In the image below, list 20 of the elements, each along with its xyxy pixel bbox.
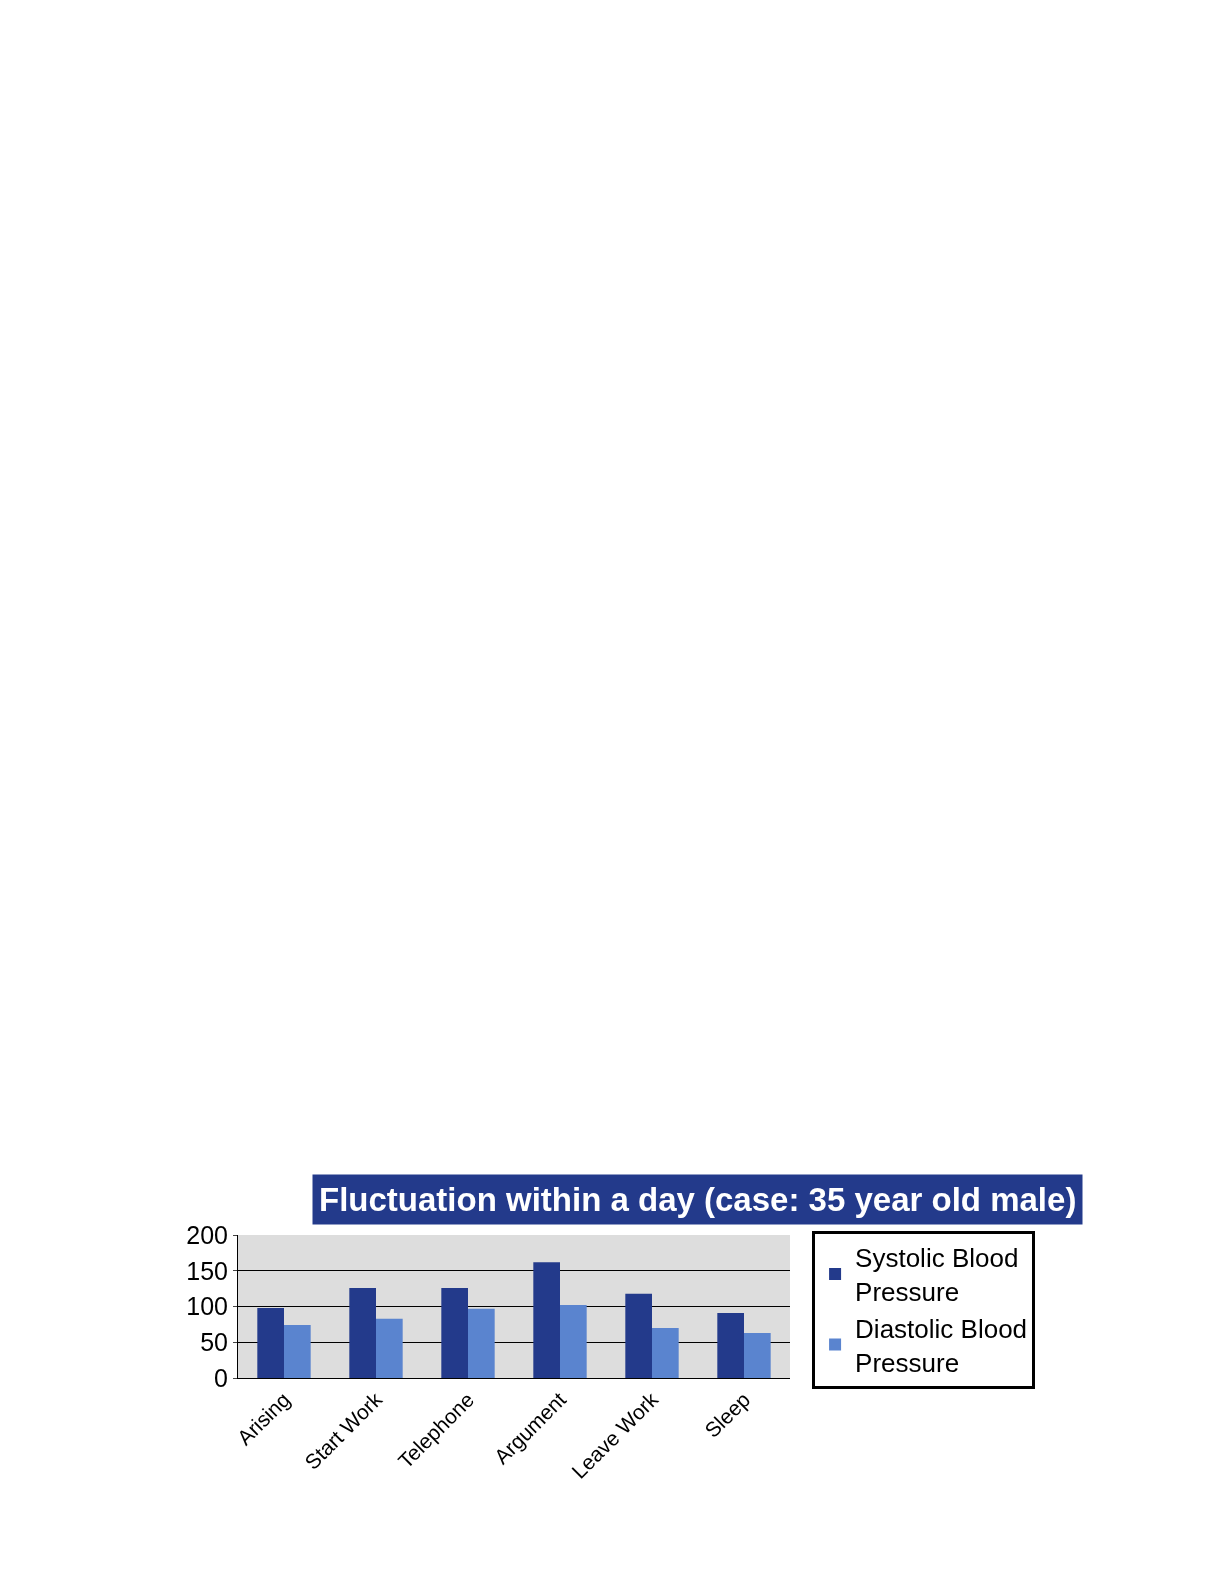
chart-title: Fluctuation within a day (case: 35 year old male): [319, 1181, 1077, 1218]
bar: [349, 1287, 376, 1378]
legend-label: Diastolic Blood Pressure: [855, 1313, 1028, 1378]
legend-label: Systolic Blood Pressure: [855, 1243, 1019, 1308]
bar: [652, 1327, 679, 1378]
bar: [560, 1305, 587, 1378]
bar: [625, 1293, 652, 1378]
bar: [717, 1312, 744, 1378]
bar: [284, 1325, 311, 1378]
y-tick-label: 100: [186, 1292, 228, 1321]
y-tick-label: 200: [186, 1220, 228, 1249]
bar: [744, 1332, 771, 1378]
y-tick-label: 50: [200, 1328, 228, 1356]
bar: [468, 1308, 495, 1378]
y-tick-label: 150: [186, 1256, 228, 1285]
bar: [533, 1262, 560, 1378]
bar: [441, 1287, 468, 1378]
y-tick-label: 0: [214, 1363, 228, 1392]
bar: [376, 1318, 403, 1378]
bar: [257, 1307, 284, 1378]
